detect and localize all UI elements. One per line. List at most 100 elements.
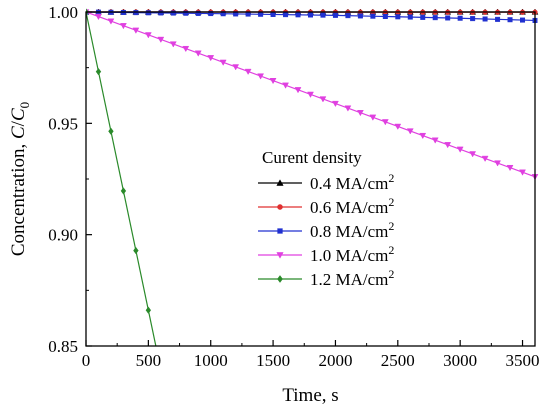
data-point-marker — [158, 10, 164, 16]
x-axis-title: Time, s — [282, 385, 338, 406]
data-point-marker — [431, 137, 439, 144]
legend-label: 1.2 MA/cm2 — [310, 267, 394, 289]
data-point-marker — [445, 15, 451, 21]
data-point-marker — [320, 12, 326, 18]
data-point-marker — [406, 128, 414, 135]
data-point-marker — [277, 275, 283, 283]
data-point-marker — [294, 87, 302, 94]
data-point-marker — [145, 306, 152, 314]
legend-label: 0.8 MA/cm2 — [310, 219, 394, 241]
data-point-marker — [270, 11, 276, 17]
x-tick-label: 3500 — [506, 351, 540, 370]
y-tick-label: 0.90 — [48, 226, 78, 245]
data-point-marker — [370, 13, 376, 19]
data-point-marker — [319, 96, 327, 103]
data-point-marker — [277, 204, 283, 210]
data-point-marker — [482, 16, 488, 22]
data-point-marker — [95, 67, 102, 76]
legend-label: 0.4 MA/cm2 — [310, 171, 394, 193]
x-tick-label: 1000 — [194, 351, 228, 370]
data-point-marker — [420, 14, 426, 20]
data-point-marker — [381, 119, 389, 126]
series-line — [86, 11, 157, 346]
data-point-marker — [444, 142, 452, 149]
y-axis-title-text: Concentration, — [8, 139, 29, 256]
x-tick-label: 500 — [136, 351, 162, 370]
data-point-marker — [120, 187, 127, 195]
y-axis-title-slash: / — [8, 120, 29, 126]
data-point-marker — [182, 45, 190, 53]
y-axis-title-sub: 0 — [17, 102, 32, 109]
data-point-marker — [395, 14, 401, 20]
legend-item: 1.0 MA/cm2 — [258, 243, 394, 265]
data-point-marker — [495, 16, 501, 22]
x-tick-label: 2500 — [381, 351, 415, 370]
data-point-marker — [506, 164, 514, 172]
data-point-marker — [276, 252, 284, 259]
y-tick-label: 1.00 — [48, 3, 78, 22]
legend-label: 0.6 MA/cm2 — [310, 195, 394, 217]
x-tick-label: 0 — [82, 351, 91, 370]
legend-item: 0.6 MA/cm2 — [258, 195, 394, 217]
legend-title: Curent density — [262, 148, 362, 167]
data-point-marker — [232, 64, 240, 71]
legend-item: 0.8 MA/cm2 — [258, 219, 394, 241]
data-point-marker — [144, 32, 152, 39]
data-point-marker — [507, 17, 513, 23]
y-axis-title-var: C — [8, 126, 29, 139]
data-point-marker — [494, 160, 502, 167]
y-axis-title: Concentration, C/C0 — [8, 102, 32, 256]
data-point-marker — [133, 246, 139, 255]
data-point-marker — [208, 11, 214, 17]
data-point-marker — [520, 17, 526, 23]
data-point-marker — [519, 169, 526, 176]
x-tick-label: 2000 — [318, 351, 352, 370]
data-point-marker — [119, 23, 127, 30]
legend-item: 1.2 MA/cm2 — [258, 267, 394, 289]
data-point-marker — [277, 228, 283, 234]
data-point-marker — [183, 10, 189, 16]
data-point-marker — [258, 11, 264, 17]
data-point-marker — [295, 12, 301, 18]
data-point-marker — [157, 36, 165, 43]
data-point-marker — [407, 14, 413, 20]
legend-label: 1.0 MA/cm2 — [310, 243, 394, 265]
data-point-marker — [344, 105, 352, 112]
y-axis-title-var0: C — [8, 108, 29, 121]
data-point-marker — [169, 41, 177, 48]
data-point-marker — [357, 13, 363, 19]
data-point-marker — [283, 12, 289, 18]
y-tick-label: 0.85 — [48, 337, 78, 356]
data-point-marker — [419, 132, 427, 140]
data-point-marker — [332, 12, 338, 18]
data-point-marker — [95, 13, 102, 21]
data-point-marker — [470, 16, 476, 22]
data-point-marker — [107, 18, 115, 25]
x-tick-label: 3000 — [443, 351, 477, 370]
legend-item: 0.4 MA/cm2 — [258, 171, 394, 193]
data-point-marker — [145, 10, 151, 16]
data-point-marker — [456, 146, 464, 153]
data-point-marker — [369, 114, 377, 121]
data-point-marker — [481, 155, 489, 162]
data-point-marker — [469, 151, 477, 158]
data-point-marker — [345, 13, 351, 19]
data-point-marker — [219, 59, 227, 66]
data-point-marker — [394, 123, 402, 130]
data-point-marker — [356, 110, 364, 117]
data-point-marker — [194, 50, 202, 57]
data-point-marker — [132, 27, 140, 34]
data-point-marker — [195, 10, 201, 16]
data-point-marker — [332, 100, 339, 108]
data-point-marker — [244, 68, 252, 76]
data-point-marker — [207, 55, 215, 62]
data-point-marker — [269, 78, 277, 85]
data-point-marker — [307, 91, 314, 98]
series-4 — [86, 9, 539, 181]
data-point-marker — [108, 127, 114, 136]
data-point-marker — [457, 15, 463, 21]
data-point-marker — [432, 15, 438, 21]
series-5 — [86, 8, 157, 346]
